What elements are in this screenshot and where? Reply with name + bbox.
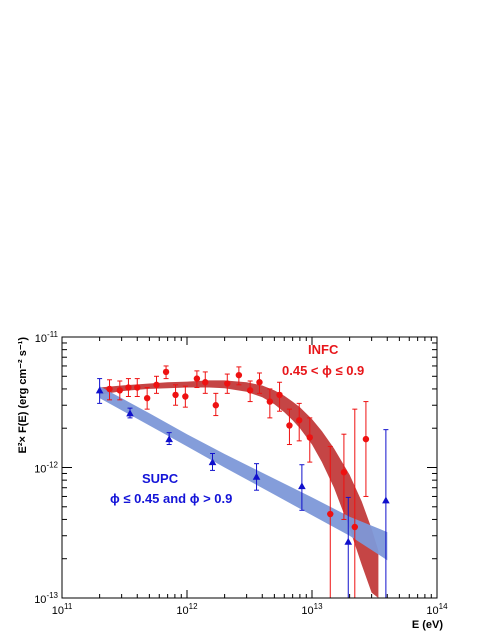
annotation-supc-phase: ϕ ≤ 0.45 and ϕ > 0.9 bbox=[110, 491, 232, 506]
annotation-supc: SUPC bbox=[142, 471, 179, 486]
data-markers bbox=[95, 368, 390, 545]
data-point-circle bbox=[212, 402, 220, 409]
x-tick-label: 1014 bbox=[426, 602, 448, 617]
data-point-circle bbox=[276, 391, 283, 399]
model-band-1 bbox=[99, 386, 388, 561]
data-point-circle bbox=[256, 379, 263, 386]
x-axis-label: E (eV) bbox=[412, 619, 444, 631]
x-tick-label: 1013 bbox=[301, 602, 323, 617]
data-point-circle bbox=[172, 391, 179, 399]
y-axis-label: E²× F(E) (erg cm⁻² s⁻¹) bbox=[17, 337, 29, 454]
x-tick-label: 1011 bbox=[52, 602, 73, 617]
x-tick-label: 1012 bbox=[176, 602, 198, 617]
data-point-triangle bbox=[126, 409, 134, 417]
data-point-triangle bbox=[344, 537, 353, 545]
data-point-triangle bbox=[298, 482, 306, 490]
data-point-triangle bbox=[382, 496, 390, 504]
data-point-circle bbox=[106, 385, 113, 393]
data-point-circle bbox=[306, 434, 313, 441]
annotation-infc-phase: 0.45 < ϕ ≤ 0.9 bbox=[282, 363, 364, 378]
data-point-circle bbox=[125, 384, 132, 391]
data-point-circle bbox=[182, 393, 189, 400]
data-point-triangle bbox=[165, 435, 173, 443]
y-tick-label: 10-13 bbox=[34, 591, 58, 606]
data-point-circle bbox=[246, 387, 254, 394]
data-point-circle bbox=[202, 379, 209, 386]
axis-ticks bbox=[61, 337, 437, 599]
data-point-circle bbox=[134, 384, 141, 391]
y-tick-label: 10-11 bbox=[35, 330, 59, 345]
y-tick-label: 10-12 bbox=[34, 461, 58, 476]
data-point-triangle bbox=[95, 386, 104, 394]
data-point-circle bbox=[296, 417, 303, 424]
data-point-circle bbox=[153, 381, 160, 389]
data-point-triangle bbox=[208, 458, 217, 466]
data-point-circle bbox=[193, 375, 201, 382]
data-point-circle bbox=[286, 422, 293, 429]
data-point-circle bbox=[340, 469, 348, 476]
data-point-circle bbox=[224, 380, 231, 387]
tick-labels: 1011 1012 1013 1014 10-13 10-12 10-11 bbox=[34, 330, 448, 617]
data-point-circle bbox=[116, 387, 123, 394]
data-point-circle bbox=[327, 510, 334, 518]
data-point-circle bbox=[351, 523, 359, 531]
data-point-circle bbox=[362, 435, 370, 443]
data-point-circle bbox=[235, 371, 243, 379]
data-point-triangle bbox=[252, 472, 261, 480]
data-point-circle bbox=[162, 368, 170, 376]
data-point-circle bbox=[266, 398, 274, 405]
annotation-infc: INFC bbox=[308, 342, 339, 357]
data-point-circle bbox=[143, 394, 151, 402]
